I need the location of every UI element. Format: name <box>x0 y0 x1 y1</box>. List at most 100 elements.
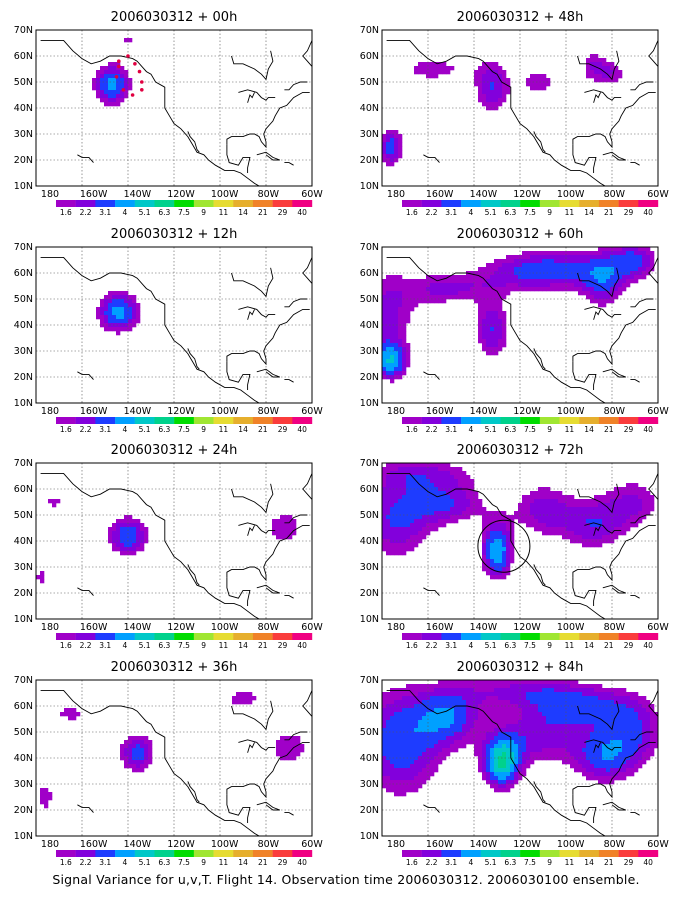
variance-cell <box>534 279 539 284</box>
variance-cell <box>382 756 387 761</box>
map-frame <box>381 462 659 620</box>
colorbar-swatch <box>56 417 76 424</box>
variance-cell <box>642 507 647 512</box>
variance-cell <box>458 716 463 721</box>
variance-cell <box>554 251 559 256</box>
variance-cell <box>542 744 547 749</box>
variance-cell <box>292 748 297 753</box>
colorbar-swatch <box>213 850 234 857</box>
colorbar-label: 7.5 <box>178 208 190 217</box>
variance-cell <box>530 748 535 753</box>
variance-cell <box>606 756 611 761</box>
variance-cell <box>518 271 523 276</box>
variance-cell <box>594 531 599 536</box>
variance-cell <box>638 752 643 757</box>
variance-cell <box>470 716 475 721</box>
lon-tick-label: 100W <box>211 839 239 850</box>
variance-cell <box>466 716 471 721</box>
variance-cell <box>522 688 527 693</box>
colorbar-label: 3.1 <box>445 208 457 217</box>
lat-tick-label: 60N <box>360 701 379 712</box>
variance-cell <box>104 86 109 91</box>
variance-cell <box>494 684 499 689</box>
variance-cell <box>296 744 301 749</box>
variance-cell <box>116 291 121 296</box>
variance-cell <box>482 90 487 95</box>
variance-cell <box>418 475 423 480</box>
variance-cell <box>586 507 591 512</box>
variance-cell <box>486 94 491 99</box>
variance-cell <box>630 736 635 741</box>
variance-cell <box>582 511 587 516</box>
variance-cell <box>598 708 603 713</box>
lat-tick-label: 50N <box>14 77 33 88</box>
variance-cell <box>394 347 399 352</box>
variance-cell <box>502 684 507 689</box>
variance-cell <box>418 736 423 741</box>
lat-tick-label: 10N <box>360 181 379 192</box>
variance-cell <box>434 748 439 753</box>
variance-cell <box>132 303 137 308</box>
variance-cell <box>454 732 459 737</box>
variance-cell <box>494 78 499 83</box>
variance-cell <box>538 78 543 83</box>
variance-cell <box>542 728 547 733</box>
variance-cell <box>538 732 543 737</box>
variance-cell <box>394 291 399 296</box>
variance-cell <box>546 756 551 761</box>
variance-cell <box>646 251 651 256</box>
variance-cell <box>136 736 141 741</box>
variance-cell <box>470 271 475 276</box>
variance-cell <box>434 740 439 745</box>
variance-cell <box>398 343 403 348</box>
variance-cell <box>630 271 635 276</box>
variance-cell <box>490 323 495 328</box>
variance-cell <box>414 523 419 528</box>
variance-cell <box>292 523 297 528</box>
variance-cell <box>450 724 455 729</box>
variance-cell <box>450 295 455 300</box>
variance-cell <box>570 720 575 725</box>
variance-cell <box>112 311 117 316</box>
variance-cell <box>382 487 387 492</box>
lat-tick-label: 60N <box>360 51 379 62</box>
lon-tick-label: 140W <box>470 839 498 850</box>
variance-cell <box>414 772 419 777</box>
variance-cell <box>570 732 575 737</box>
variance-cell <box>562 507 567 512</box>
variance-cell <box>434 692 439 697</box>
variance-cell <box>526 760 531 765</box>
variance-cell <box>506 90 511 95</box>
variance-cell <box>522 772 527 777</box>
variance-cell <box>390 704 395 709</box>
colorbar-label: 5.1 <box>485 641 497 650</box>
variance-cell <box>510 728 515 733</box>
variance-cell <box>418 503 423 508</box>
coastline <box>572 144 597 173</box>
variance-cell <box>486 708 491 713</box>
variance-cell <box>642 696 647 701</box>
variance-cell <box>574 255 579 260</box>
variance-cell <box>454 736 459 741</box>
variance-cell <box>418 692 423 697</box>
variance-cell <box>554 680 559 685</box>
variance-cell <box>454 295 459 300</box>
variance-cell <box>494 571 499 576</box>
colorbar-swatch <box>174 633 195 640</box>
variance-cell <box>252 696 257 701</box>
variance-cell <box>574 724 579 729</box>
variance-cell <box>546 495 551 500</box>
variance-cell <box>104 307 109 312</box>
variance-cell <box>386 487 391 492</box>
variance-cell <box>112 307 117 312</box>
variance-cell <box>530 263 535 268</box>
graticule <box>36 247 312 403</box>
colorbar-label: 4 <box>469 641 474 650</box>
variance-cell <box>506 535 511 540</box>
variance-cell <box>132 547 137 552</box>
variance-cell <box>514 263 519 268</box>
variance-cell <box>482 307 487 312</box>
variance-cell <box>418 756 423 761</box>
variance-cell <box>406 463 411 468</box>
variance-cell <box>386 491 391 496</box>
